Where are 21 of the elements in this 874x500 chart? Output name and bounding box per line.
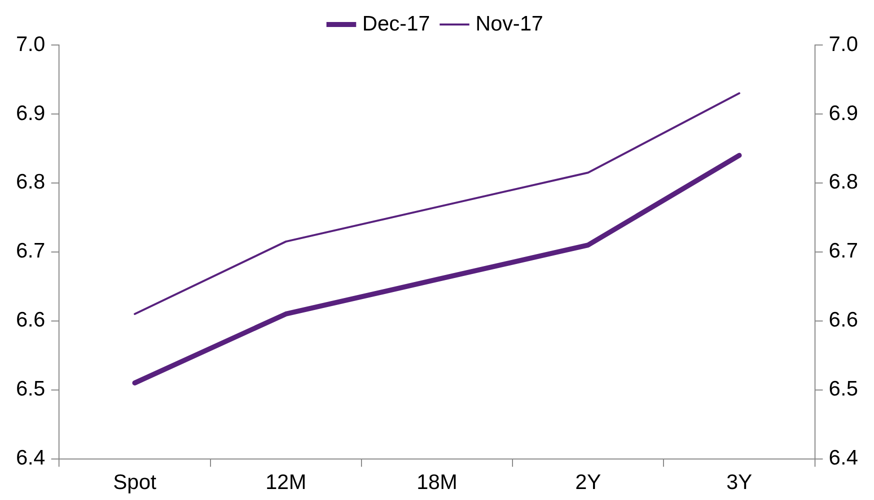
y-tick-label: 7.0 xyxy=(16,32,46,56)
x-tick-label: 12M xyxy=(265,471,306,494)
x-tick-label: 3Y xyxy=(726,471,752,494)
y2-tick-label: 7.0 xyxy=(828,32,858,56)
y2-tick-label: 6.8 xyxy=(828,170,858,194)
y2-tick-label: 6.6 xyxy=(828,308,858,332)
y-tick-label: 6.5 xyxy=(16,378,46,401)
x-tick-label: Spot xyxy=(113,471,157,494)
y-tick-label: 6.6 xyxy=(16,308,46,332)
legend-label: Dec-17 xyxy=(362,12,430,36)
y2-tick-label: 6.4 xyxy=(828,446,858,470)
y-tick-label: 6.9 xyxy=(16,102,46,125)
x-tick-label: 2Y xyxy=(575,471,601,494)
y-tick-label: 6.7 xyxy=(16,240,46,263)
y2-tick-label: 6.9 xyxy=(828,102,858,125)
y2-tick-label: 6.5 xyxy=(828,378,858,401)
y2-tick-label: 6.7 xyxy=(828,240,858,263)
y-tick-label: 6.4 xyxy=(16,446,46,470)
x-tick-label: 18M xyxy=(416,471,458,494)
legend-label: Nov-17 xyxy=(476,12,544,36)
y-tick-label: 6.8 xyxy=(16,170,46,194)
